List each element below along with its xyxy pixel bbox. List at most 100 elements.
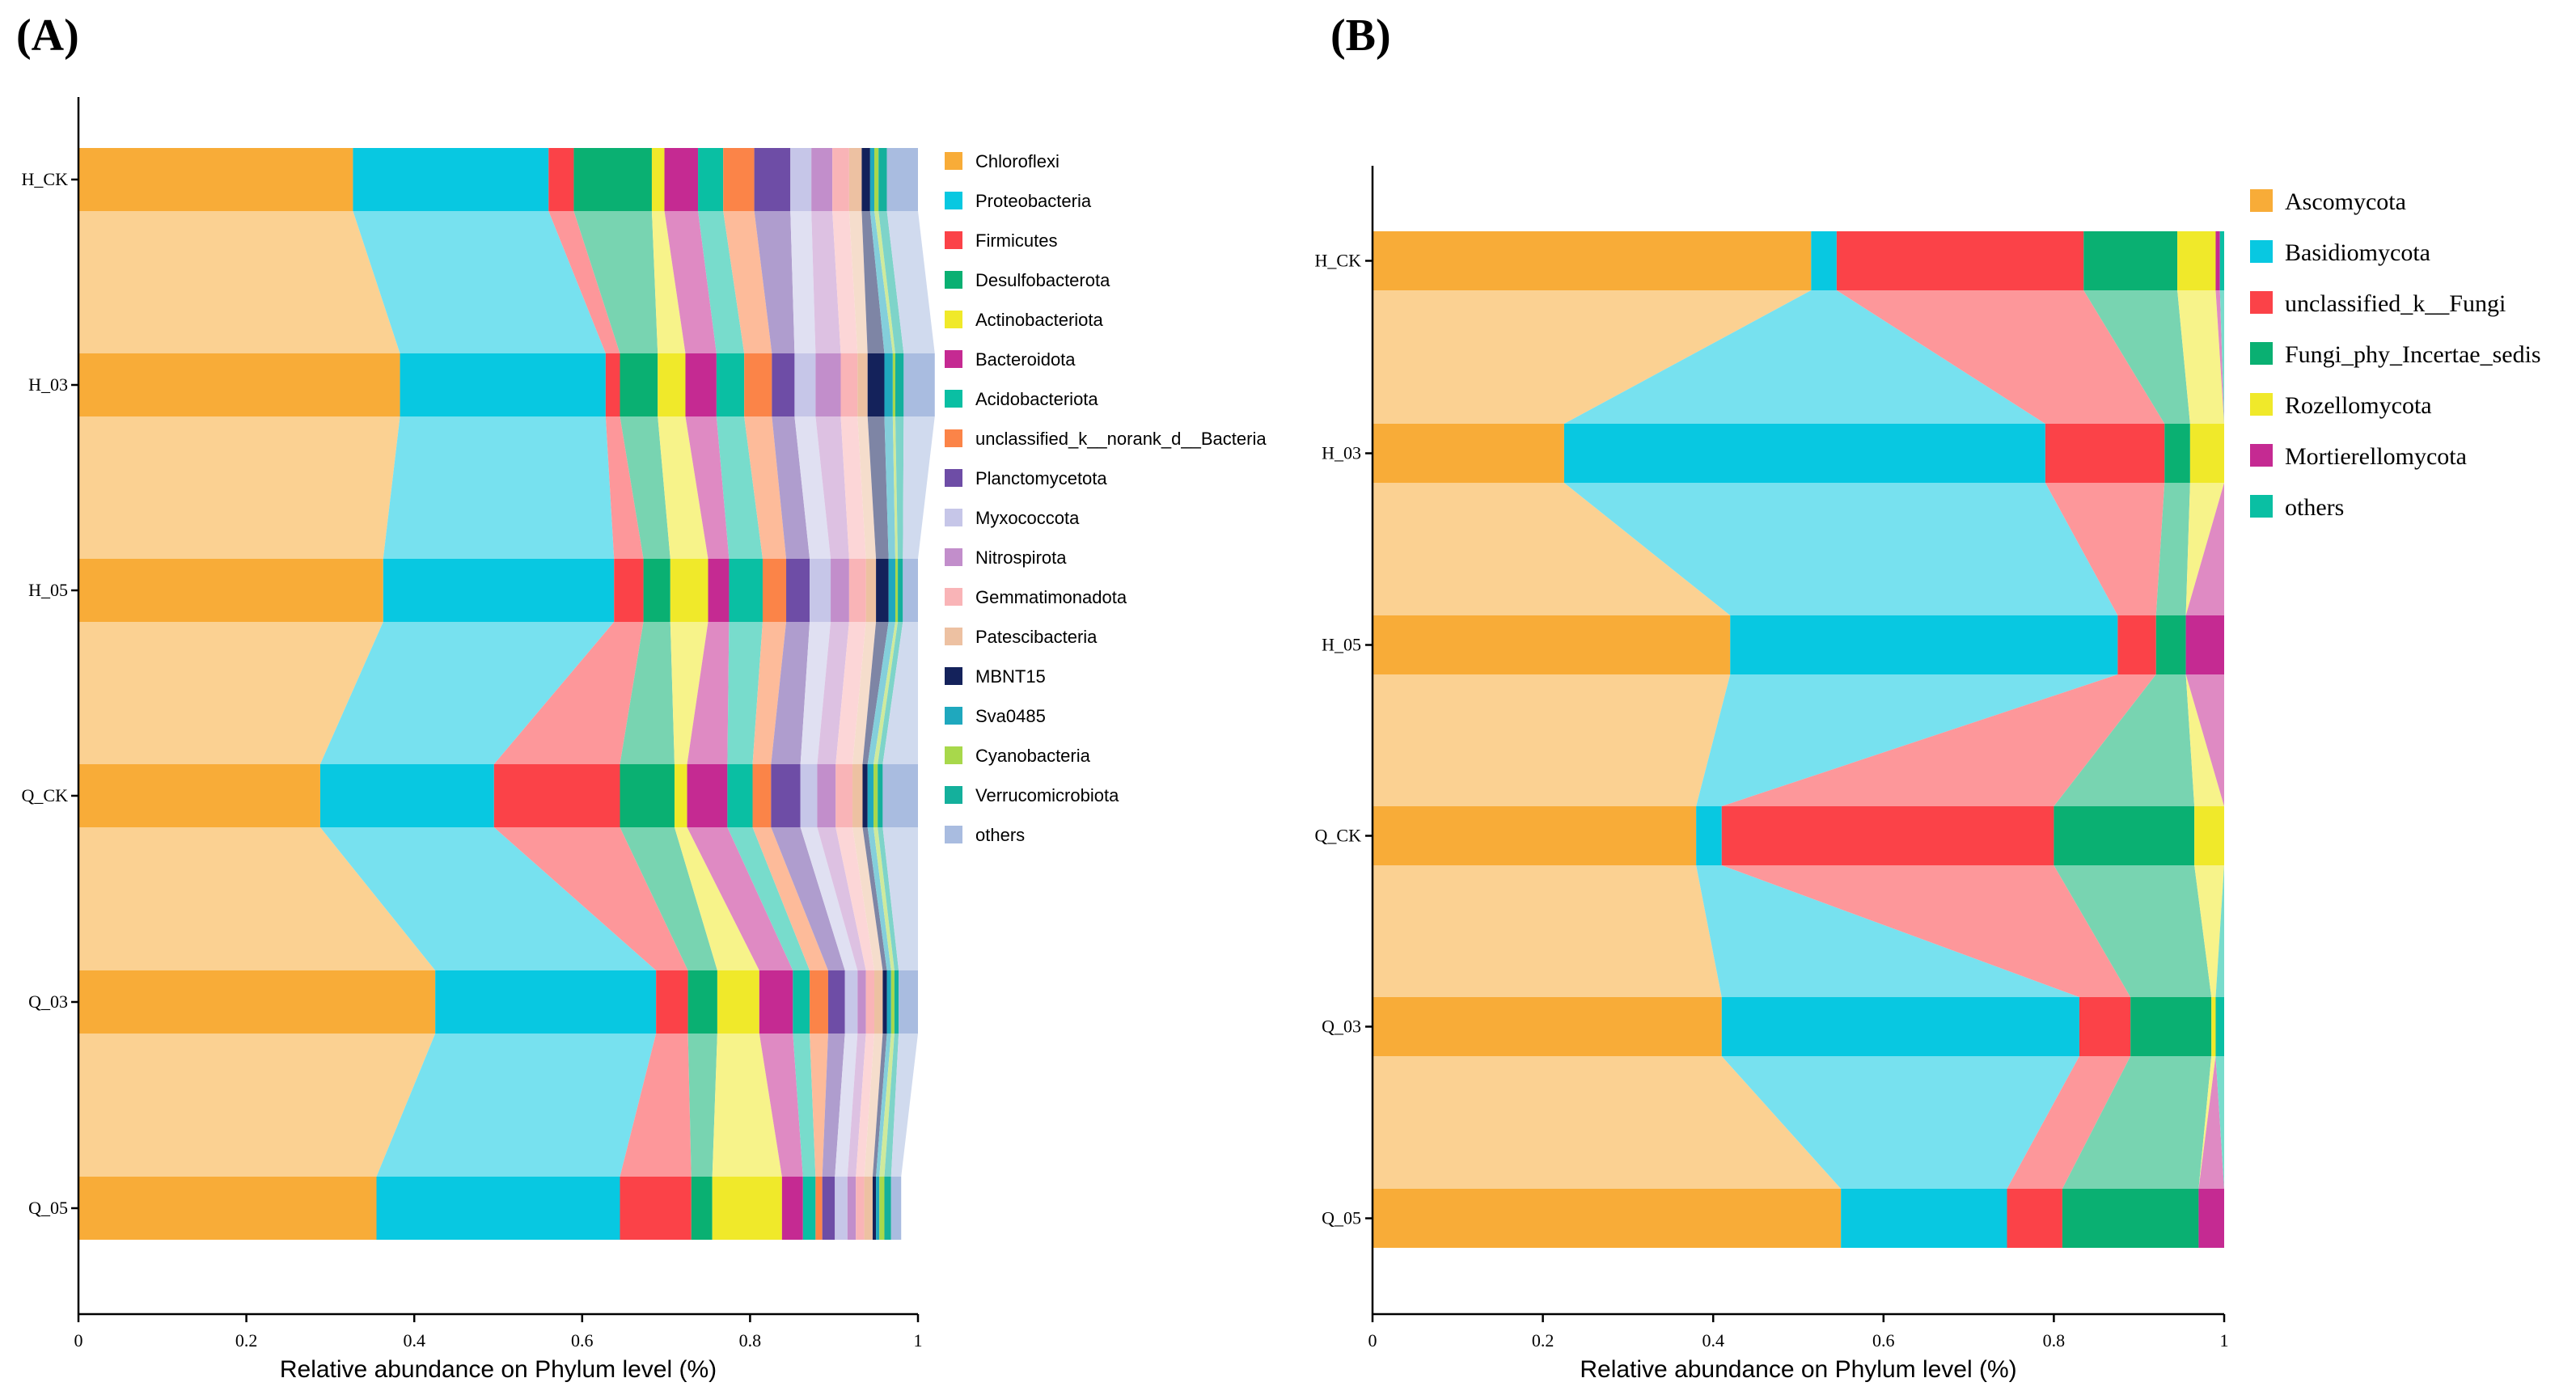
flow-patescibacteria-1 [848,211,868,353]
flow-myxococcota-4 [800,827,858,970]
flow-mbnt15-1 [861,211,885,353]
flow-ascomycota-3 [1373,674,1731,806]
flow-rozellomycota-3 [2185,674,2224,806]
legend-label-myxococcota: Myxococcota [975,508,1080,528]
flow-patescibacteria-4 [852,827,883,970]
bar-h-ck-rozellomycota [2177,231,2216,290]
legend-label-planctomycetota: Planctomycetota [975,468,1107,488]
legend-label-fungi-phy-incertae-sedis: Fungi_phy_Incertae_sedis [2285,341,2541,368]
bar-q-ck-others [882,764,918,827]
flow-planctomycetota-2 [772,416,810,559]
flow-actinobacteriota-5 [712,1034,782,1177]
legend-label-gemmatimonadota: Gemmatimonadota [975,587,1127,607]
bar-h-ck-planctomycetota [754,148,791,211]
flow-unclassified-k-fungi-1 [1836,290,2165,424]
sample-label-h-ck: H_CK [22,169,69,189]
x-tick-label: 0.6 [571,1330,594,1351]
legend-swatch-desulfobacterota [945,271,962,289]
bar-q-05-fungi-phy-incertae-sedis [2062,1189,2199,1248]
bar-h-05-planctomycetota [786,559,810,622]
flow-unclassified-k-fungi-3 [1721,674,2156,806]
bar-h-05-desulfobacterota [643,559,670,622]
bar-q-ck-mbnt15 [862,764,868,827]
bar-h-ck-bacteroidota [664,148,699,211]
flow-fungi-phy-incertae-sedis-5 [2062,1056,2212,1189]
flow-basidiomycota-3 [1696,674,2118,806]
bar-q-ck-verrucomicrobiota [878,764,883,827]
bar-q-ck-proteobacteria [319,764,494,827]
bar-h-03-sva0485 [884,353,893,416]
bar-q-05-ascomycota [1373,1189,1842,1248]
sample-label-q-03: Q_03 [1322,1017,1361,1037]
x-axis-label: Relative abundance on Phylum level (%) [280,1356,717,1383]
bar-h-03-chloroflexi [78,353,400,416]
flow-others-5 [2215,1056,2224,1189]
legend-swatch-gemmatimonadota [945,588,962,606]
legend-swatch-myxococcota [945,509,962,526]
bar-h-ck-verrucomicrobiota [878,148,887,211]
legend-label-patescibacteria: Patescibacteria [975,627,1098,647]
flow-sva0485-1 [869,211,893,353]
flow-myxococcota-2 [794,416,831,559]
bar-h-ck-gemmatimonadota [832,148,849,211]
bar-q-03-firmicutes [656,970,688,1034]
flow-nitrospirota-5 [847,1034,866,1177]
bar-h-03-acidobacteriota [716,353,745,416]
flow-fungi-phy-incertae-sedis-1 [2083,290,2190,424]
bar-h-05-proteobacteria [383,559,615,622]
bar-q-ck-cyanobacteria [873,764,878,827]
legend-swatch-nitrospirota [945,548,962,566]
sample-label-q-05: Q_05 [1322,1208,1361,1228]
flow-others-4 [2215,865,2224,997]
bar-h-ck-mbnt15 [861,148,870,211]
bar-q-05-unclassified-k-norank-d-bacteria [815,1177,823,1240]
flow-basidiomycota-1 [1563,290,2045,424]
flow-others-2 [903,416,935,559]
bar-h-ck-firmicutes [548,148,574,211]
legend-swatch-others [2250,495,2273,518]
flow-unclassified-k-fungi-2 [2045,483,2165,615]
bar-q-ck-nitrospirota [817,764,836,827]
legend-label-others: others [975,825,1025,845]
bar-q-03-others [899,970,918,1034]
legend-swatch-chloroflexi [945,152,962,170]
bar-h-03-others [903,353,935,416]
bar-q-05-actinobacteriota [712,1177,782,1240]
flow-nitrospirota-3 [817,622,849,764]
bar-q-ck-rozellomycota [2194,806,2224,865]
flow-chloroflexi-1 [78,211,400,353]
legend-swatch-unclassified-k-norank-d-bacteria [945,429,962,447]
flow-proteobacteria-1 [353,211,606,353]
bar-h-05-ascomycota [1373,615,1731,674]
legend-label-verrucomicrobiota: Verrucomicrobiota [975,785,1119,805]
flow-mortierellomycota-5 [2198,1056,2224,1189]
flow-ascomycota-4 [1373,865,1722,997]
sample-label-q-ck: Q_CK [22,785,69,805]
bar-h-ck-proteobacteria [353,148,549,211]
flow-actinobacteriota-1 [651,211,686,353]
flow-firmicutes-5 [620,1034,692,1177]
legend-swatch-patescibacteria [945,628,962,645]
flow-desulfobacterota-4 [620,827,717,970]
bar-h-ck-basidiomycota [1811,231,1837,290]
flow-verrucomicrobiota-3 [878,622,903,764]
flow-chloroflexi-4 [78,827,436,970]
flow-rozellomycota-4 [2194,865,2224,997]
flow-bacteroidota-3 [687,622,730,764]
flow-myxococcota-5 [835,1034,858,1177]
flow-ascomycota-2 [1373,483,1731,615]
bar-h-ck-nitrospirota [811,148,833,211]
bar-q-03-sva0485 [886,970,891,1034]
flow-unclassified-k-norank-d-bacteria-5 [810,1034,828,1177]
legend-swatch-verrucomicrobiota [945,786,962,804]
flow-planctomycetota-1 [754,211,795,353]
flow-firmicutes-1 [548,211,620,353]
legend-label-basidiomycota: Basidiomycota [2285,239,2430,266]
sample-label-q-03: Q_03 [28,991,68,1012]
legend-swatch-proteobacteria [945,192,962,209]
bar-q-ck-unclassified-k-norank-d-bacteria [752,764,772,827]
flow-gemmatimonadota-3 [835,622,866,764]
bar-h-03-cyanobacteria [892,353,895,416]
bar-h-03-planctomycetota [772,353,795,416]
bar-h-03-rozellomycota [2189,424,2224,483]
